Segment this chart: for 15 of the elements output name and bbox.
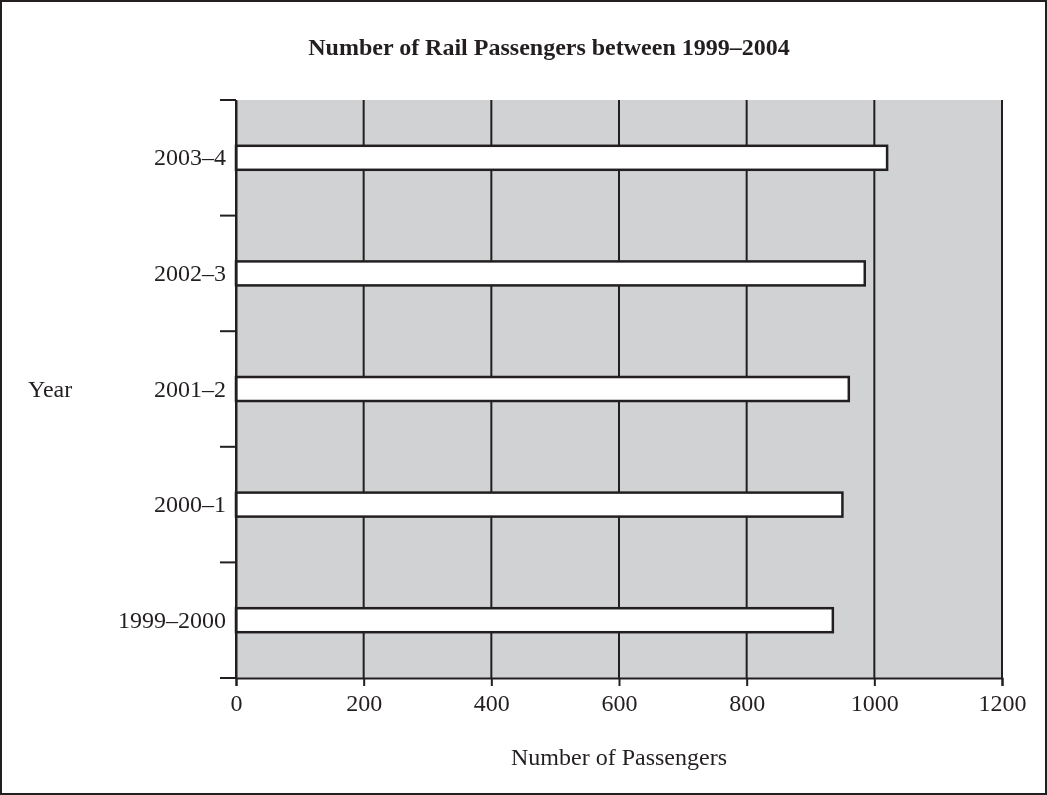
- x-tick-label: 1000: [850, 690, 899, 717]
- x-tick-label: 400: [473, 690, 510, 717]
- x-tick-label: 0: [230, 690, 243, 717]
- chart-title: Number of Rail Passengers between 1999–2004: [308, 34, 790, 60]
- y-axis-title: Year: [28, 376, 73, 402]
- y-tick-label: 2002–3: [154, 260, 226, 287]
- y-tick-label: 2001–2: [154, 375, 226, 402]
- y-tick-label: 2000–1: [154, 491, 226, 518]
- x-tick-label: 1200: [978, 690, 1027, 717]
- x-tick-label: 200: [346, 690, 383, 717]
- x-tick-label: 800: [729, 690, 766, 717]
- x-tick-label: 600: [601, 690, 638, 717]
- y-tick-label: 1999–2000: [118, 606, 226, 633]
- y-tick-label: 2003–4: [154, 144, 226, 171]
- x-axis-title: Number of Passengers: [511, 744, 727, 770]
